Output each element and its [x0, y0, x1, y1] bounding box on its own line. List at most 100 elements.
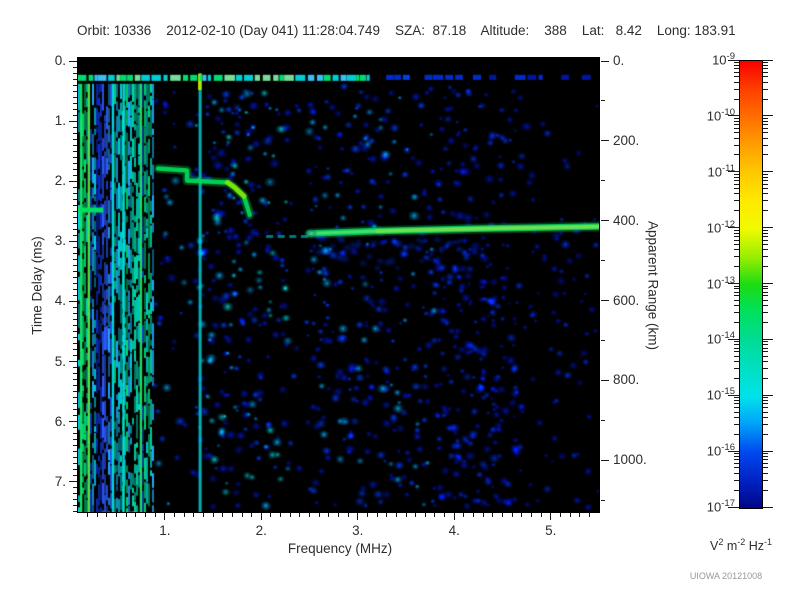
x-axis-minor-tick — [492, 513, 494, 517]
colorbar-minor-tick-right — [763, 341, 768, 343]
y-tick-label: 5. — [54, 353, 66, 369]
y-axis-major-tick — [69, 481, 77, 483]
y-axis-minor-tick — [73, 469, 77, 471]
colorbar-minor-tick-right — [763, 459, 768, 461]
y2-tick-label: 600. — [613, 292, 640, 308]
x-axis-minor-tick — [318, 513, 320, 517]
y-axis-minor-tick — [73, 282, 77, 284]
x-axis-minor-tick — [145, 513, 147, 517]
colorbar-minor-tick-right — [763, 235, 768, 237]
y-axis-major-tick — [69, 60, 77, 62]
y-axis-minor-tick — [73, 439, 77, 441]
colorbar-minor-tick-left — [734, 137, 739, 139]
x-axis-minor-tick — [183, 513, 185, 517]
y-axis-minor-tick — [73, 78, 77, 80]
colorbar-minor-tick-right — [763, 193, 768, 195]
colorbar-major-tick-right — [763, 171, 773, 173]
x-axis-minor-tick — [96, 513, 98, 517]
colorbar-minor-tick-left — [734, 312, 739, 314]
colorbar-minor-tick-left — [734, 489, 739, 491]
colorbar-minor-tick-left — [734, 288, 739, 290]
colorbar-tick-label: 10-9 — [712, 51, 735, 68]
y-axis-minor-tick — [73, 174, 77, 176]
colorbar-minor-tick-left — [734, 120, 739, 122]
colorbar-minor-tick-left — [734, 132, 739, 134]
y-axis-minor-tick — [73, 445, 77, 447]
colorbar-minor-tick-right — [763, 397, 768, 399]
y-axis-minor-tick — [73, 391, 77, 393]
colorbar-minor-tick-left — [734, 291, 739, 293]
y-axis-minor-tick — [73, 367, 77, 368]
colorbar-minor-tick-right — [763, 124, 768, 126]
colorbar-minor-tick-right — [763, 232, 768, 234]
y-tick-label: 6. — [54, 413, 66, 429]
colorbar-unit-label: V2 m-2 Hz-1 — [709, 537, 773, 554]
x-axis-minor-tick — [222, 513, 224, 517]
colorbar-minor-tick-right — [763, 295, 768, 297]
x-axis-minor-tick — [395, 513, 397, 517]
x-axis-minor-tick — [338, 513, 339, 517]
x-tick-label: 4. — [448, 523, 460, 538]
colorbar-minor-tick-left — [734, 355, 739, 357]
y-axis-major-tick — [69, 421, 77, 423]
colorbar-major-tick-left — [728, 506, 739, 508]
colorbar-minor-tick-right — [763, 322, 768, 324]
y2-tick-label: 800. — [613, 372, 640, 388]
colorbar-minor-tick-right — [763, 243, 768, 245]
x-axis-minor-tick — [376, 513, 378, 517]
x-axis-label: Frequency (MHz) — [287, 541, 393, 556]
colorbar-minor-tick-right — [763, 361, 768, 363]
x-axis-minor-tick — [289, 513, 291, 517]
y-axis-major-tick — [69, 361, 77, 362]
y-axis-minor-tick — [73, 318, 77, 320]
colorbar-minor-tick-right — [763, 117, 768, 119]
y-axis-minor-tick — [73, 348, 77, 350]
colorbar-minor-tick-right — [763, 344, 768, 346]
y2-axis-major-tick — [601, 459, 609, 461]
x-axis-major-tick — [260, 513, 262, 520]
colorbar-minor-tick-right — [763, 154, 768, 156]
x-axis-minor-tick — [212, 513, 214, 517]
x-axis-minor-tick — [434, 513, 436, 517]
colorbar-minor-tick-left — [734, 266, 739, 268]
x-axis-minor-tick — [299, 513, 301, 517]
y2-axis-label: Apparent Range (km) — [645, 220, 661, 351]
y-axis-minor-tick — [73, 186, 77, 188]
y-axis-minor-tick — [73, 90, 77, 92]
y-axis-minor-tick — [73, 198, 77, 200]
y-axis-minor-tick — [73, 457, 77, 459]
y2-tick-label: 200. — [613, 132, 640, 148]
y-axis-minor-tick — [73, 511, 77, 513]
colorbar-major-tick-left — [728, 450, 739, 452]
colorbar-minor-tick-left — [734, 256, 739, 258]
colorbar-minor-tick-right — [763, 239, 768, 241]
colorbar-minor-tick-left — [734, 411, 739, 413]
colorbar-minor-tick-left — [734, 71, 739, 73]
y-axis-minor-tick — [73, 210, 77, 212]
y-axis-minor-tick — [73, 108, 77, 110]
colorbar-major-tick-right — [763, 115, 773, 117]
y-axis-minor-tick — [73, 192, 77, 194]
colorbar-tick-label: 10-10 — [706, 106, 735, 124]
y-axis-minor-tick — [73, 234, 77, 236]
colorbar-major-tick-left — [728, 227, 739, 229]
y-axis-minor-tick — [73, 451, 77, 453]
colorbar-minor-tick-left — [734, 456, 739, 458]
colorbar-minor-tick-right — [763, 347, 768, 349]
y-axis-minor-tick — [73, 373, 77, 375]
x-axis-minor-tick — [106, 513, 108, 517]
y-axis-minor-tick — [73, 96, 77, 98]
y-axis-minor-tick — [73, 162, 77, 164]
x-axis-major-tick — [453, 513, 455, 520]
x-axis-minor-tick — [540, 513, 542, 517]
colorbar-major-tick-left — [728, 171, 739, 173]
colorbar-minor-tick-left — [734, 64, 739, 66]
y-axis-minor-tick — [73, 433, 77, 435]
colorbar-minor-tick-left — [734, 416, 739, 418]
y-axis-minor-tick — [73, 168, 77, 170]
x-axis-minor-tick — [444, 513, 446, 517]
y-axis-minor-tick — [73, 126, 77, 128]
y-axis-minor-tick — [73, 342, 77, 344]
x-tick-label: 2. — [255, 523, 267, 538]
y-axis-minor-tick — [73, 306, 77, 308]
